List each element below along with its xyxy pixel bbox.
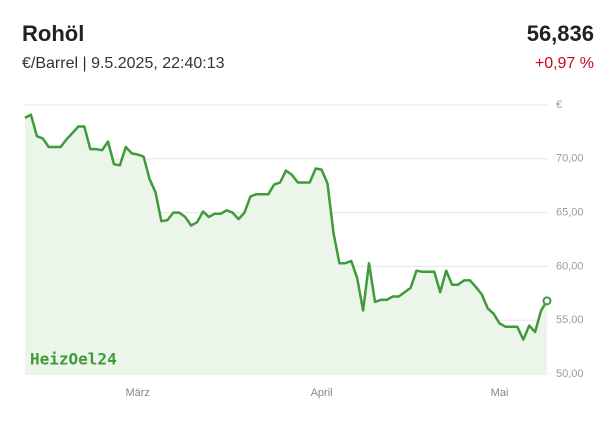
y-tick-label: 55,00: [556, 314, 584, 326]
area: [25, 114, 547, 374]
y-tick-label: 60,00: [556, 260, 584, 272]
subtitle: €/Barrel | 9.5.2025, 22:40:13: [22, 55, 225, 72]
last-point: [542, 296, 552, 306]
change: +0,97 %: [535, 55, 594, 72]
x-tick-label: März: [125, 387, 149, 399]
title: Rohöl: [22, 21, 84, 46]
y-tick-label: 70,00: [556, 153, 584, 165]
price-line: [24, 113, 549, 341]
y-tick-label: 65,00: [556, 207, 584, 219]
y-tick-label: €: [556, 99, 562, 111]
y-tick-label: 50,00: [556, 368, 584, 380]
x-tick-label: April: [311, 387, 333, 399]
price: 56,836: [527, 21, 594, 46]
watermark: HeizOel24: [30, 350, 117, 369]
x-tick-label: Mai: [491, 387, 509, 399]
